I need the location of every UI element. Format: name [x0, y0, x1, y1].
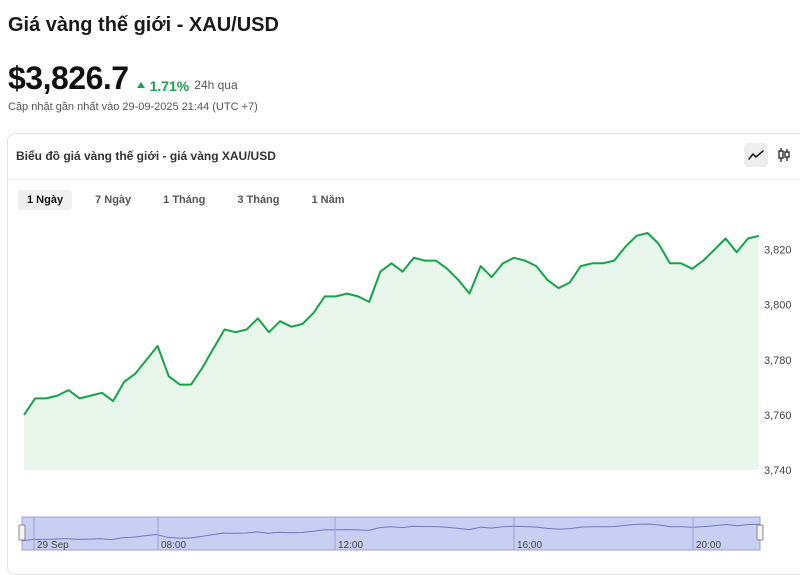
price-area: [24, 233, 759, 470]
navigator-left-handle[interactable]: [18, 524, 26, 541]
tab-1-day[interactable]: 1 Ngày: [18, 190, 73, 210]
y-tick-label: 3,780: [764, 355, 792, 367]
chart-title: Biểu đồ giá vàng thế giới - giá vàng XAU…: [16, 149, 276, 163]
chart-toolbar: [744, 143, 796, 167]
change-percent: 1.71%: [149, 78, 190, 94]
triangle-up-icon: [136, 82, 145, 88]
y-tick-label: 3,800: [764, 300, 792, 312]
navigator-time-label: 08:00: [161, 540, 186, 551]
page-title: Giá vàng thế giới - XAU/USD: [8, 14, 279, 36]
price-change: 1.71%: [136, 78, 190, 94]
y-tick-label: 3,760: [764, 410, 792, 422]
candlestick-button[interactable]: [772, 143, 796, 167]
last-updated: Cập nhật gần nhất vào 29-09-2025 21:44 (…: [8, 101, 258, 113]
line-chart-icon: [748, 150, 764, 160]
price-line: [23, 232, 760, 416]
navigator-window[interactable]: [21, 516, 761, 551]
line-chart-button[interactable]: [744, 143, 768, 167]
candlestick-icon: [778, 148, 790, 162]
tab-7-days[interactable]: 7 Ngày: [95, 194, 132, 206]
tab-1-month[interactable]: 1 Tháng: [163, 194, 206, 206]
current-price: $3,826.7: [8, 60, 129, 96]
navigator-time-label: 12:00: [338, 540, 363, 551]
navigator-line: [21, 523, 761, 542]
card-divider: [8, 179, 800, 180]
navigator-time-label: 16:00: [517, 540, 542, 551]
change-period: 24h qua: [194, 78, 238, 92]
navigator-time-label: 29 Sep: [37, 540, 69, 551]
range-tabs: 1 Ngày 7 Ngày 1 Tháng 3 Tháng 1 Năm: [18, 190, 366, 210]
y-tick-label: 3,740: [764, 465, 792, 477]
navigator-time-label: 20:00: [696, 540, 721, 551]
price-chart: 3,820 3,800 3,780 3,760 3,740 29 Sep 08:00 12:0…: [18, 232, 792, 551]
price-row: $3,826.7 1.71% 24h qua: [8, 60, 238, 97]
y-tick-label: 3,820: [764, 245, 792, 257]
tab-3-months[interactable]: 3 Tháng: [237, 194, 280, 206]
navigator-right-handle[interactable]: [756, 524, 764, 541]
tab-1-year[interactable]: 1 Năm: [311, 194, 345, 206]
